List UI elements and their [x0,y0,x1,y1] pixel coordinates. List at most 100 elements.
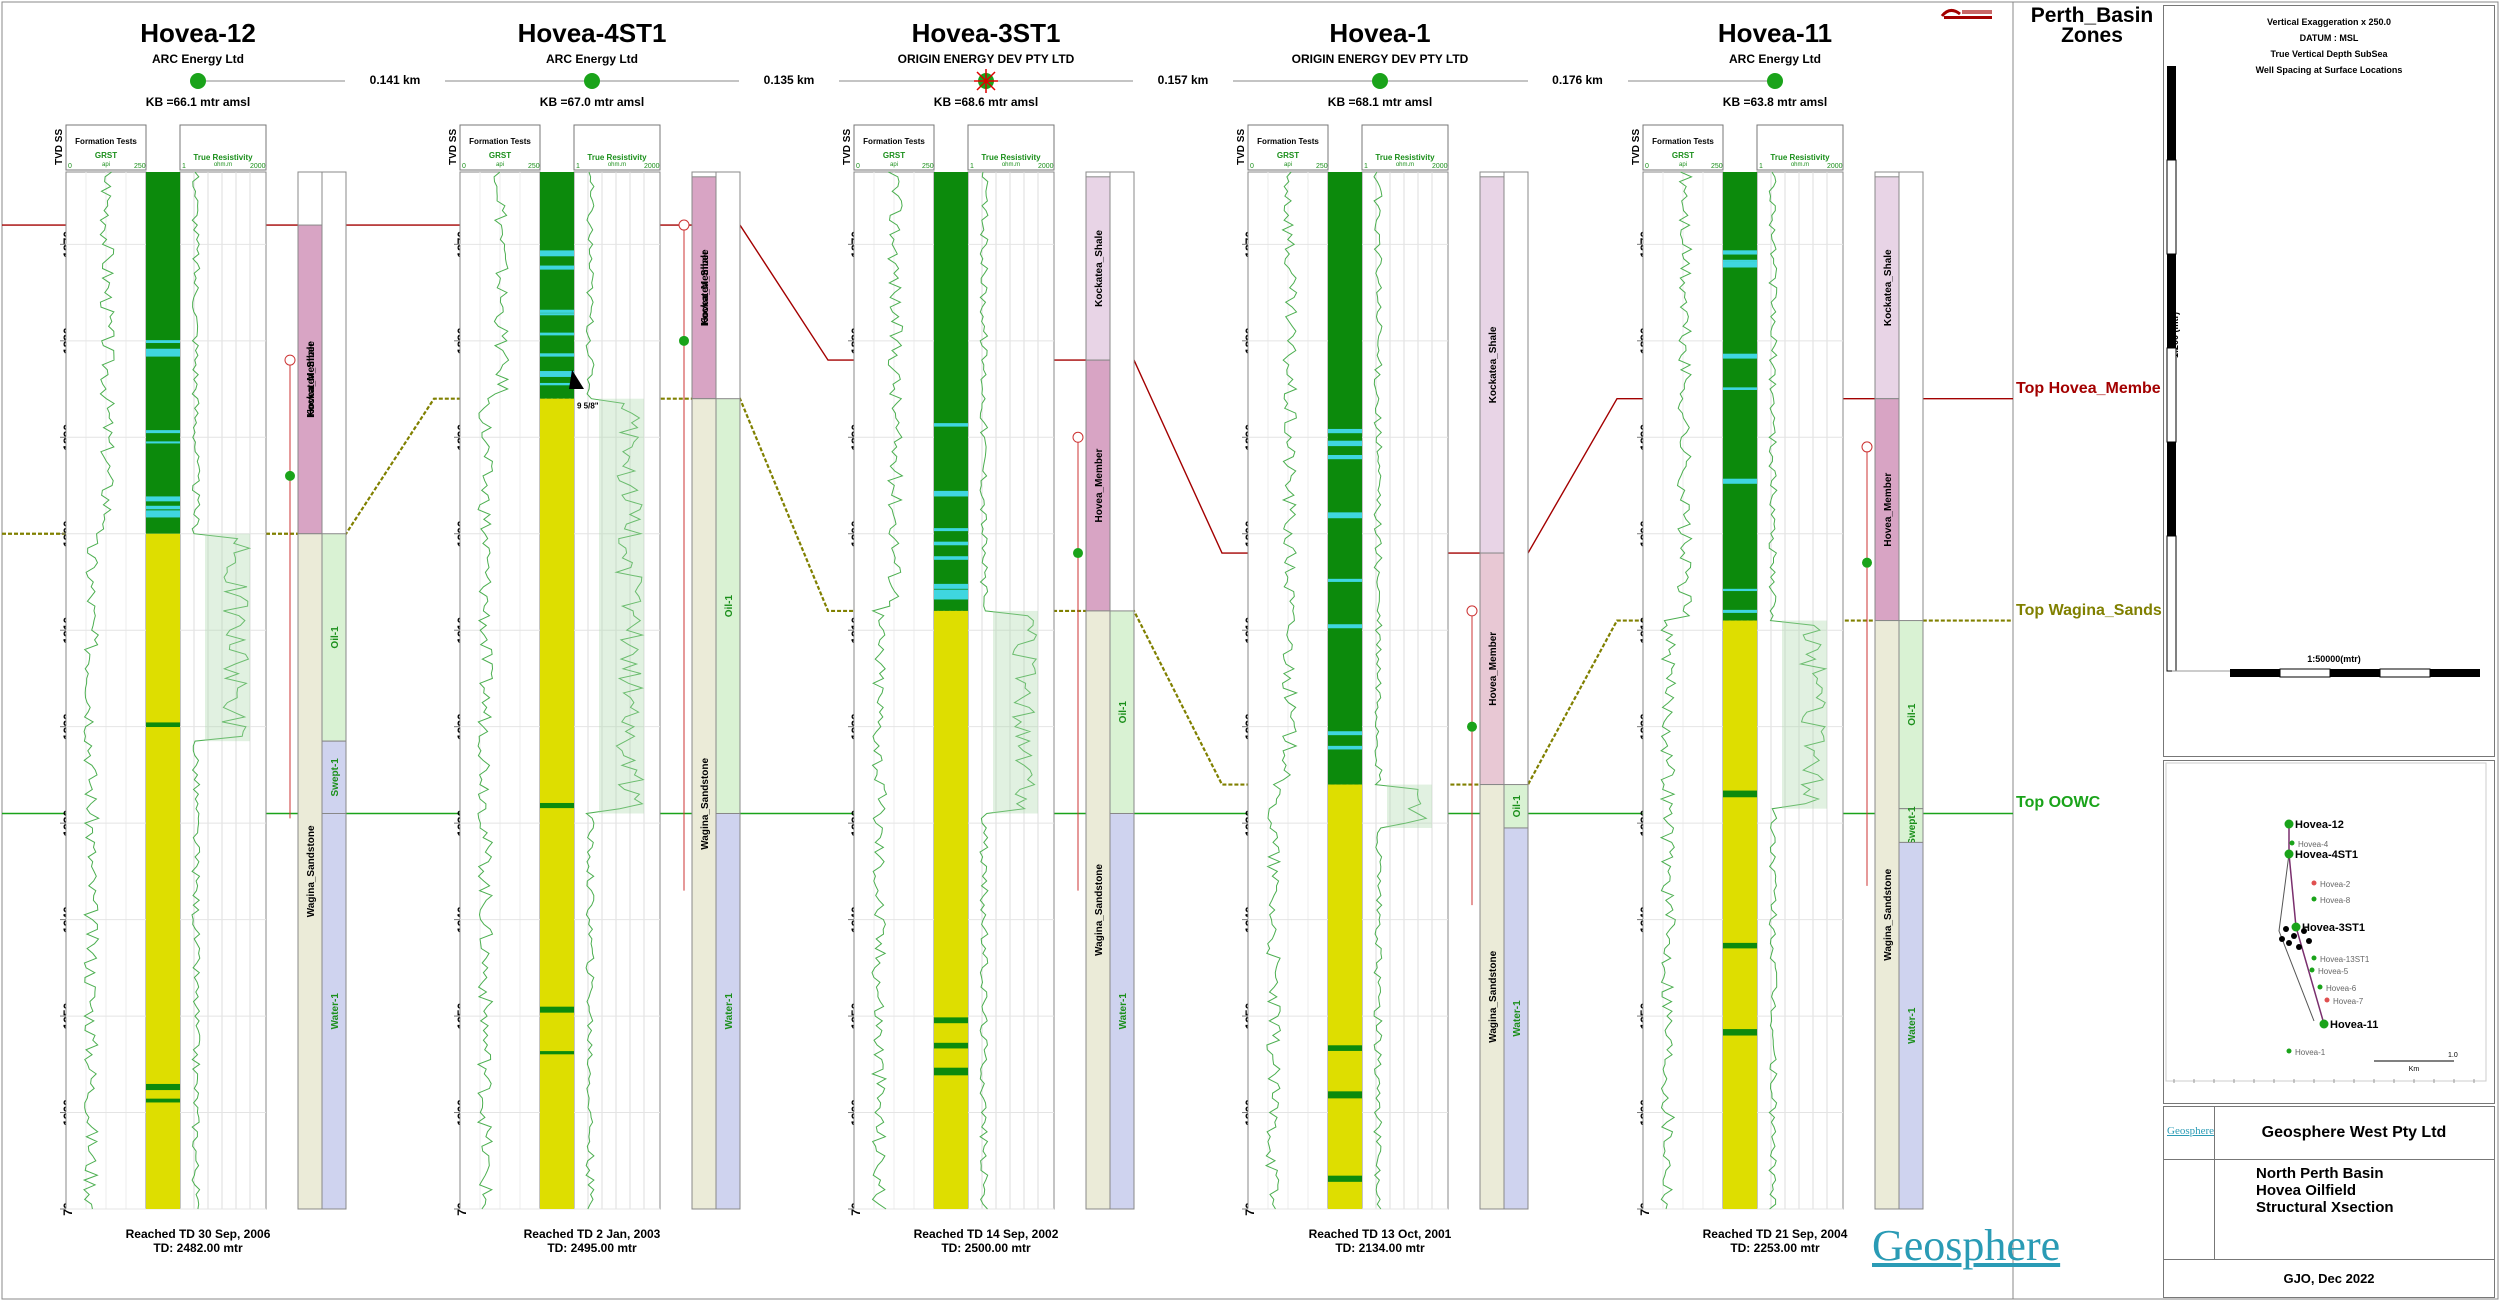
well-spacing-label: 0.135 km [739,73,839,87]
map-well-label: Hovea-5 [2318,967,2349,976]
surface-label: Top Hovea_Membe [2016,379,2161,397]
formation-tests-label: Formation Tests [1652,137,1714,146]
map-well-point [2284,849,2294,859]
lithology-cyan-band [934,528,968,532]
project-title: North Perth Basin Hovea Oilfield Structu… [2256,1165,2394,1216]
formation-test-oil [1467,721,1477,732]
surface-label: Top OOWC [2016,794,2101,812]
map-well-label: Hovea-13ST1 [2320,955,2370,964]
well-operator: ORIGIN ENERGY DEV PTY LTD [1291,52,1469,66]
scale-bars [2166,66,2480,678]
fluid-band [1109,610,1135,814]
map-well-point [2284,819,2294,829]
resistivity-header [967,124,1055,171]
datum: DATUM : MSL [2299,33,2359,43]
well-cluster-point [2296,944,2302,950]
zone-label: Kockatea_Shale [306,341,317,418]
lithology-shale [1723,172,1757,621]
gas-show-symbol [974,69,998,93]
formation-test-dry [1466,605,1478,617]
map-well-label: Hovea-1 [2295,1048,2326,1057]
well-operator: ARC Energy Ltd [545,52,638,66]
resistivity-min: 1 [970,163,974,170]
well-name: Hovea-11 [1717,18,1833,48]
total-depth: TD: 2253.00 mtr [1730,1241,1820,1255]
resistivity-curve [585,171,645,1210]
grst-max: 250 [1316,163,1328,170]
gr-curve [476,171,510,1210]
well-name: Hovea-1 [1329,18,1431,48]
zone-band [297,224,323,535]
zone-label: Hovea_Member [306,342,317,416]
lithology-cyan-band [1328,454,1362,460]
lithology-shale [934,172,968,611]
grst-unit: api [496,162,504,168]
well-name: Hovea-3ST1 [911,18,1061,48]
resistivity-label: True Resistivity [193,153,253,162]
well-cluster-point [2283,926,2289,932]
lithology-sand [934,610,968,1209]
resistivity-min: 1 [576,163,580,170]
section-line [2288,824,2325,1025]
zone-label: Wagina_Sandstone [1094,864,1105,956]
fluid-band [715,812,741,1210]
map-well-point [2319,1019,2329,1029]
fluid-label: Oil-1 [1118,701,1129,724]
company-name: Geosphere West Pty Ltd [2214,1107,2494,1160]
map-well-label: Hovea-4ST1 [2295,849,2358,861]
lithology-cyan-band [934,589,968,596]
lithology-cyan-band [540,353,574,357]
td-date: Reached TD 2 Jan, 2003 [523,1227,661,1241]
fluid-label: Water-1 [330,993,341,1030]
lithology-cyan-band [540,382,574,386]
zone-label: Kockatea_Shale [1883,249,1894,326]
fluid-label: Oil-1 [1512,795,1523,818]
resistivity-max: 2000 [1432,163,1448,170]
zones-title-line1: Perth_Basin [2030,4,2154,27]
resistivity-curve [979,171,1038,1210]
lithology-cyan-band [1328,512,1362,517]
lithology-cyan-band [1723,353,1757,359]
zone-label: Wagina_Sandstone [1488,950,1499,1042]
grst-min: 0 [1250,163,1254,170]
grst-unit: api [102,162,110,168]
resistivity-unit: ohm.m [214,162,232,168]
grst-max: 250 [922,163,934,170]
kelly-bushing: KB =68.6 mtr amsl [933,95,1039,109]
map-well-point [2309,967,2315,973]
well-1: TVD SS1870188018901900191019201930194019… [54,124,347,1216]
zones-title: Perth_Basin Zones [2012,4,2172,46]
geosphere-small-logo: Geosphere [2167,1125,2215,1137]
formation-test-oil [679,335,689,346]
lithology-shale-band [146,722,180,728]
fluid-band [321,533,347,742]
fluid-band [1109,812,1135,1210]
lithology-cyan-band [1328,428,1362,434]
formation-test-oil [1073,548,1083,559]
lithology-shale [540,172,574,399]
grst-min: 0 [462,163,466,170]
zone-band [297,533,323,1210]
resistivity-unit: ohm.m [1791,162,1809,168]
lithology-cyan-band [934,583,968,589]
map-well-point [2311,880,2317,886]
vertical-exaggeration: Vertical Exaggeration x 250.0 [2266,17,2392,27]
map-well-label: Hovea-12 [2295,819,2344,831]
lithology-cyan-band [1328,514,1362,519]
lithology-cyan-band [1723,259,1757,262]
map-well-point [2324,997,2330,1003]
title-logo-cell: Geosphere [2164,1107,2215,1160]
total-depth: TD: 2134.00 mtr [1335,1241,1425,1255]
surface-label: Top Wagina_Sands [2016,601,2162,619]
grst-header: GRST [883,151,905,160]
fluid-label: Oil-1 [1907,703,1918,726]
zone-label: Wagina_Sandstone [1883,868,1894,960]
project-basin: North Perth Basin [2256,1165,2384,1182]
lithology-cyan-band [934,541,968,546]
project-field: Hovea Oilfield [2256,1182,2357,1199]
zone-label: Wagina_Sandstone [700,757,711,849]
fluid-band [1898,808,1924,843]
zone-label: Hovea_Member [1488,632,1499,706]
